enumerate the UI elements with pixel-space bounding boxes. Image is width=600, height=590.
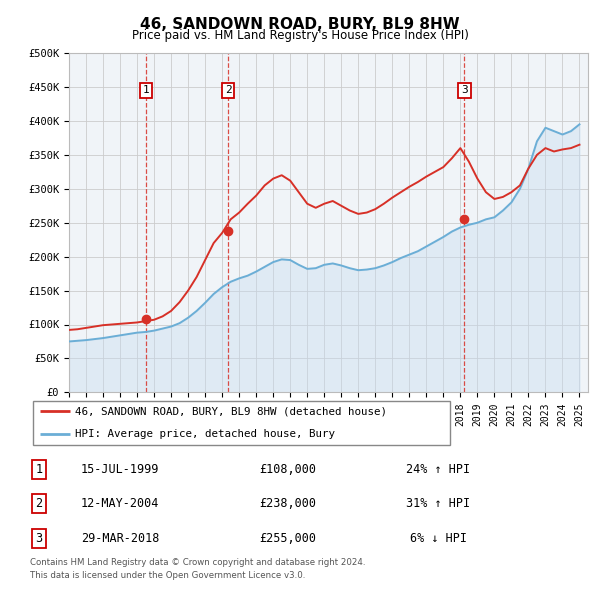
Text: Contains HM Land Registry data © Crown copyright and database right 2024.: Contains HM Land Registry data © Crown c… bbox=[30, 558, 365, 567]
Text: 2: 2 bbox=[225, 86, 232, 96]
Text: 2: 2 bbox=[35, 497, 43, 510]
Text: 46, SANDOWN ROAD, BURY, BL9 8HW (detached house): 46, SANDOWN ROAD, BURY, BL9 8HW (detache… bbox=[75, 407, 387, 417]
Text: 46, SANDOWN ROAD, BURY, BL9 8HW: 46, SANDOWN ROAD, BURY, BL9 8HW bbox=[140, 17, 460, 31]
Text: 6% ↓ HPI: 6% ↓ HPI bbox=[409, 532, 467, 545]
Text: HPI: Average price, detached house, Bury: HPI: Average price, detached house, Bury bbox=[75, 428, 335, 438]
Text: 3: 3 bbox=[461, 86, 468, 96]
Text: 15-JUL-1999: 15-JUL-1999 bbox=[81, 463, 159, 476]
Text: 3: 3 bbox=[35, 532, 43, 545]
Text: This data is licensed under the Open Government Licence v3.0.: This data is licensed under the Open Gov… bbox=[30, 571, 305, 580]
Text: 12-MAY-2004: 12-MAY-2004 bbox=[81, 497, 159, 510]
Text: £238,000: £238,000 bbox=[260, 497, 317, 510]
Text: 31% ↑ HPI: 31% ↑ HPI bbox=[406, 497, 470, 510]
FancyBboxPatch shape bbox=[32, 401, 450, 445]
Text: 24% ↑ HPI: 24% ↑ HPI bbox=[406, 463, 470, 476]
Text: 29-MAR-2018: 29-MAR-2018 bbox=[81, 532, 159, 545]
Text: £255,000: £255,000 bbox=[260, 532, 317, 545]
Text: £108,000: £108,000 bbox=[260, 463, 317, 476]
Text: Price paid vs. HM Land Registry's House Price Index (HPI): Price paid vs. HM Land Registry's House … bbox=[131, 30, 469, 42]
Text: 1: 1 bbox=[143, 86, 149, 96]
Text: 1: 1 bbox=[35, 463, 43, 476]
